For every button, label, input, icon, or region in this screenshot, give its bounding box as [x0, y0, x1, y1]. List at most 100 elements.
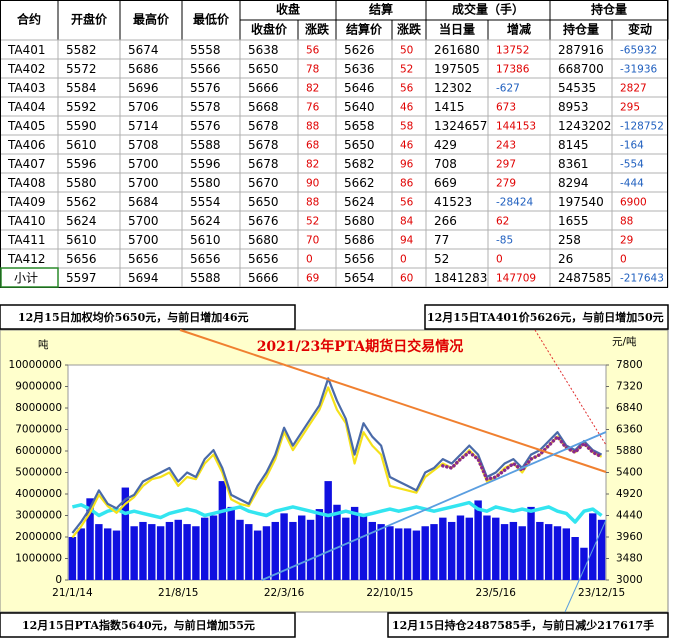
value-cell: 5700 — [128, 214, 159, 228]
bar — [333, 504, 341, 580]
value-cell: -217643 — [620, 273, 664, 285]
y-tick-label: 7000000 — [15, 424, 62, 436]
column-header: 合约 — [17, 12, 41, 27]
group-header: 收盘 — [276, 2, 300, 17]
y-tick-label: 2000000 — [15, 531, 62, 543]
value-cell: 5680 — [248, 233, 279, 247]
bar — [474, 500, 482, 580]
value-cell: 96 — [400, 159, 414, 171]
y2-tick-label: 4920 — [616, 488, 643, 500]
value-cell: 52 — [400, 64, 413, 76]
value-cell: 5668 — [248, 100, 279, 114]
column-header: 变动 — [628, 22, 652, 37]
x-tick-label: 22/3/16 — [264, 587, 305, 599]
contract-cell: TA412 — [7, 252, 46, 266]
value-cell: 708 — [434, 157, 457, 171]
bar — [553, 526, 562, 580]
value-cell: 147709 — [496, 273, 536, 285]
y2-tick-label: 6840 — [616, 402, 643, 414]
value-cell: 0 — [620, 254, 627, 266]
bar — [447, 521, 456, 580]
bar — [112, 530, 121, 580]
value-cell: 13752 — [496, 45, 529, 57]
value-cell: 90 — [306, 178, 319, 190]
column-header: 持仓量 — [563, 22, 599, 37]
value-cell: 5554 — [190, 195, 221, 209]
bar — [306, 519, 315, 580]
bar — [465, 517, 473, 580]
value-cell: 5656 — [128, 252, 159, 266]
value-cell: 5578 — [190, 100, 221, 114]
column-header: 结算价 — [346, 22, 383, 37]
column-header: 涨跌 — [305, 22, 330, 37]
bar — [192, 526, 200, 580]
bar — [68, 537, 77, 580]
bar — [483, 515, 491, 580]
y2-tick-label: 3000 — [616, 574, 643, 586]
value-cell: 5694 — [128, 271, 159, 285]
contract-cell: TA411 — [7, 233, 46, 247]
group-header: 成交量（手） — [452, 2, 524, 17]
x-tick-label: 21/1/14 — [52, 587, 93, 599]
y2-tick-label: 4440 — [616, 510, 643, 522]
y-tick-label: 3000000 — [15, 510, 62, 522]
value-cell: 5624 — [190, 214, 221, 228]
value-cell: 266 — [434, 214, 457, 228]
group-header: 结算 — [369, 2, 393, 17]
value-cell: 8145 — [558, 138, 589, 152]
value-cell: 5610 — [66, 233, 97, 247]
column-header: 当日量 — [439, 22, 475, 37]
value-cell: 0 — [400, 254, 407, 266]
value-cell: 279 — [496, 178, 516, 190]
value-cell: -444 — [620, 178, 644, 190]
chart-title: 2021/23年PTA期货日交易情况 — [257, 338, 464, 355]
column-header: 收盘价 — [251, 22, 288, 37]
value-cell: 5584 — [66, 81, 97, 95]
bar — [262, 526, 271, 580]
value-cell: 1415 — [434, 100, 465, 114]
value-cell: 0 — [496, 254, 503, 266]
bar — [174, 519, 182, 580]
bar — [430, 524, 438, 580]
value-cell: 5640 — [344, 100, 375, 114]
value-cell: 76 — [306, 102, 320, 114]
value-cell: 5666 — [248, 81, 279, 95]
contract-cell: TA409 — [7, 195, 46, 209]
y2-tick-label: 7320 — [616, 381, 643, 393]
value-cell: 5610 — [66, 138, 97, 152]
value-cell: -128752 — [620, 121, 664, 133]
y-axis-label: 吨 — [38, 338, 49, 351]
value-cell: 5714 — [128, 119, 159, 133]
value-cell: 295 — [620, 102, 640, 114]
bar — [439, 517, 447, 580]
value-cell: 69 — [306, 273, 319, 285]
contract-cell: TA403 — [7, 81, 46, 95]
bar — [518, 526, 526, 580]
column-header: 涨跌 — [397, 22, 422, 37]
bar — [368, 521, 376, 580]
y-tick-label: 6000000 — [15, 445, 62, 457]
bar — [597, 519, 606, 580]
bar — [562, 528, 571, 580]
bar — [544, 524, 553, 580]
value-cell: 5708 — [128, 138, 159, 152]
pointer-line — [564, 519, 607, 613]
bar — [342, 517, 350, 580]
value-cell: 5650 — [248, 62, 279, 76]
value-cell: 5670 — [248, 176, 279, 190]
bar — [253, 530, 262, 580]
value-cell: 5696 — [128, 81, 159, 95]
value-cell: 258 — [558, 233, 581, 247]
x-tick-label: 21/8/15 — [158, 587, 198, 599]
bar — [421, 526, 429, 580]
value-cell: 668700 — [558, 62, 604, 76]
bar — [492, 517, 500, 580]
value-cell: 5624 — [344, 195, 375, 209]
value-cell: 5610 — [190, 233, 221, 247]
bar — [280, 513, 288, 580]
contract-cell: TA407 — [7, 157, 46, 171]
value-cell: 82 — [306, 83, 319, 95]
value-cell: 673 — [496, 102, 516, 114]
value-cell: 1841283 — [434, 271, 487, 285]
